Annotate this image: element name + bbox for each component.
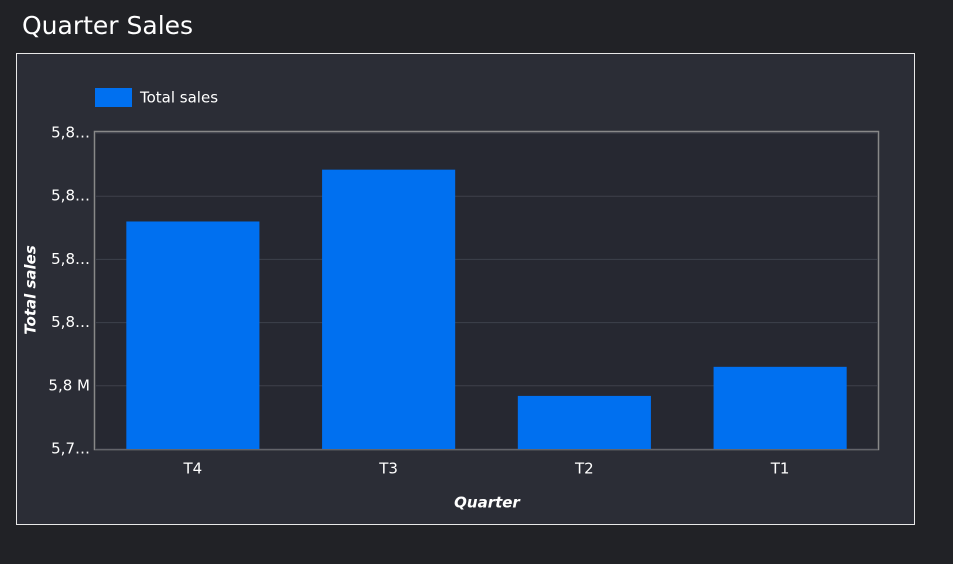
y-tick-label: 5,7… <box>51 440 90 458</box>
y-tick-label: 5,8… <box>51 124 90 142</box>
y-axis-label: Total sales <box>22 245 40 335</box>
legend-swatch <box>95 88 132 107</box>
x-axis-label: Quarter <box>454 494 521 512</box>
y-tick-label: 5,8… <box>51 187 90 205</box>
bar <box>322 169 456 449</box>
x-tick-label: T3 <box>378 460 398 478</box>
x-tick-label: T1 <box>770 460 790 478</box>
x-tick-label: T2 <box>574 460 594 478</box>
legend-label: Total sales <box>139 89 218 107</box>
bar <box>713 366 847 449</box>
x-tick-label: T4 <box>183 460 203 478</box>
bar <box>126 221 260 449</box>
bar <box>517 395 651 449</box>
y-tick-label: 5,8… <box>51 313 90 331</box>
y-tick-label: 5,8 M <box>48 376 90 394</box>
y-tick-label: 5,8… <box>51 250 90 268</box>
chart-title: Quarter Sales <box>22 11 193 40</box>
